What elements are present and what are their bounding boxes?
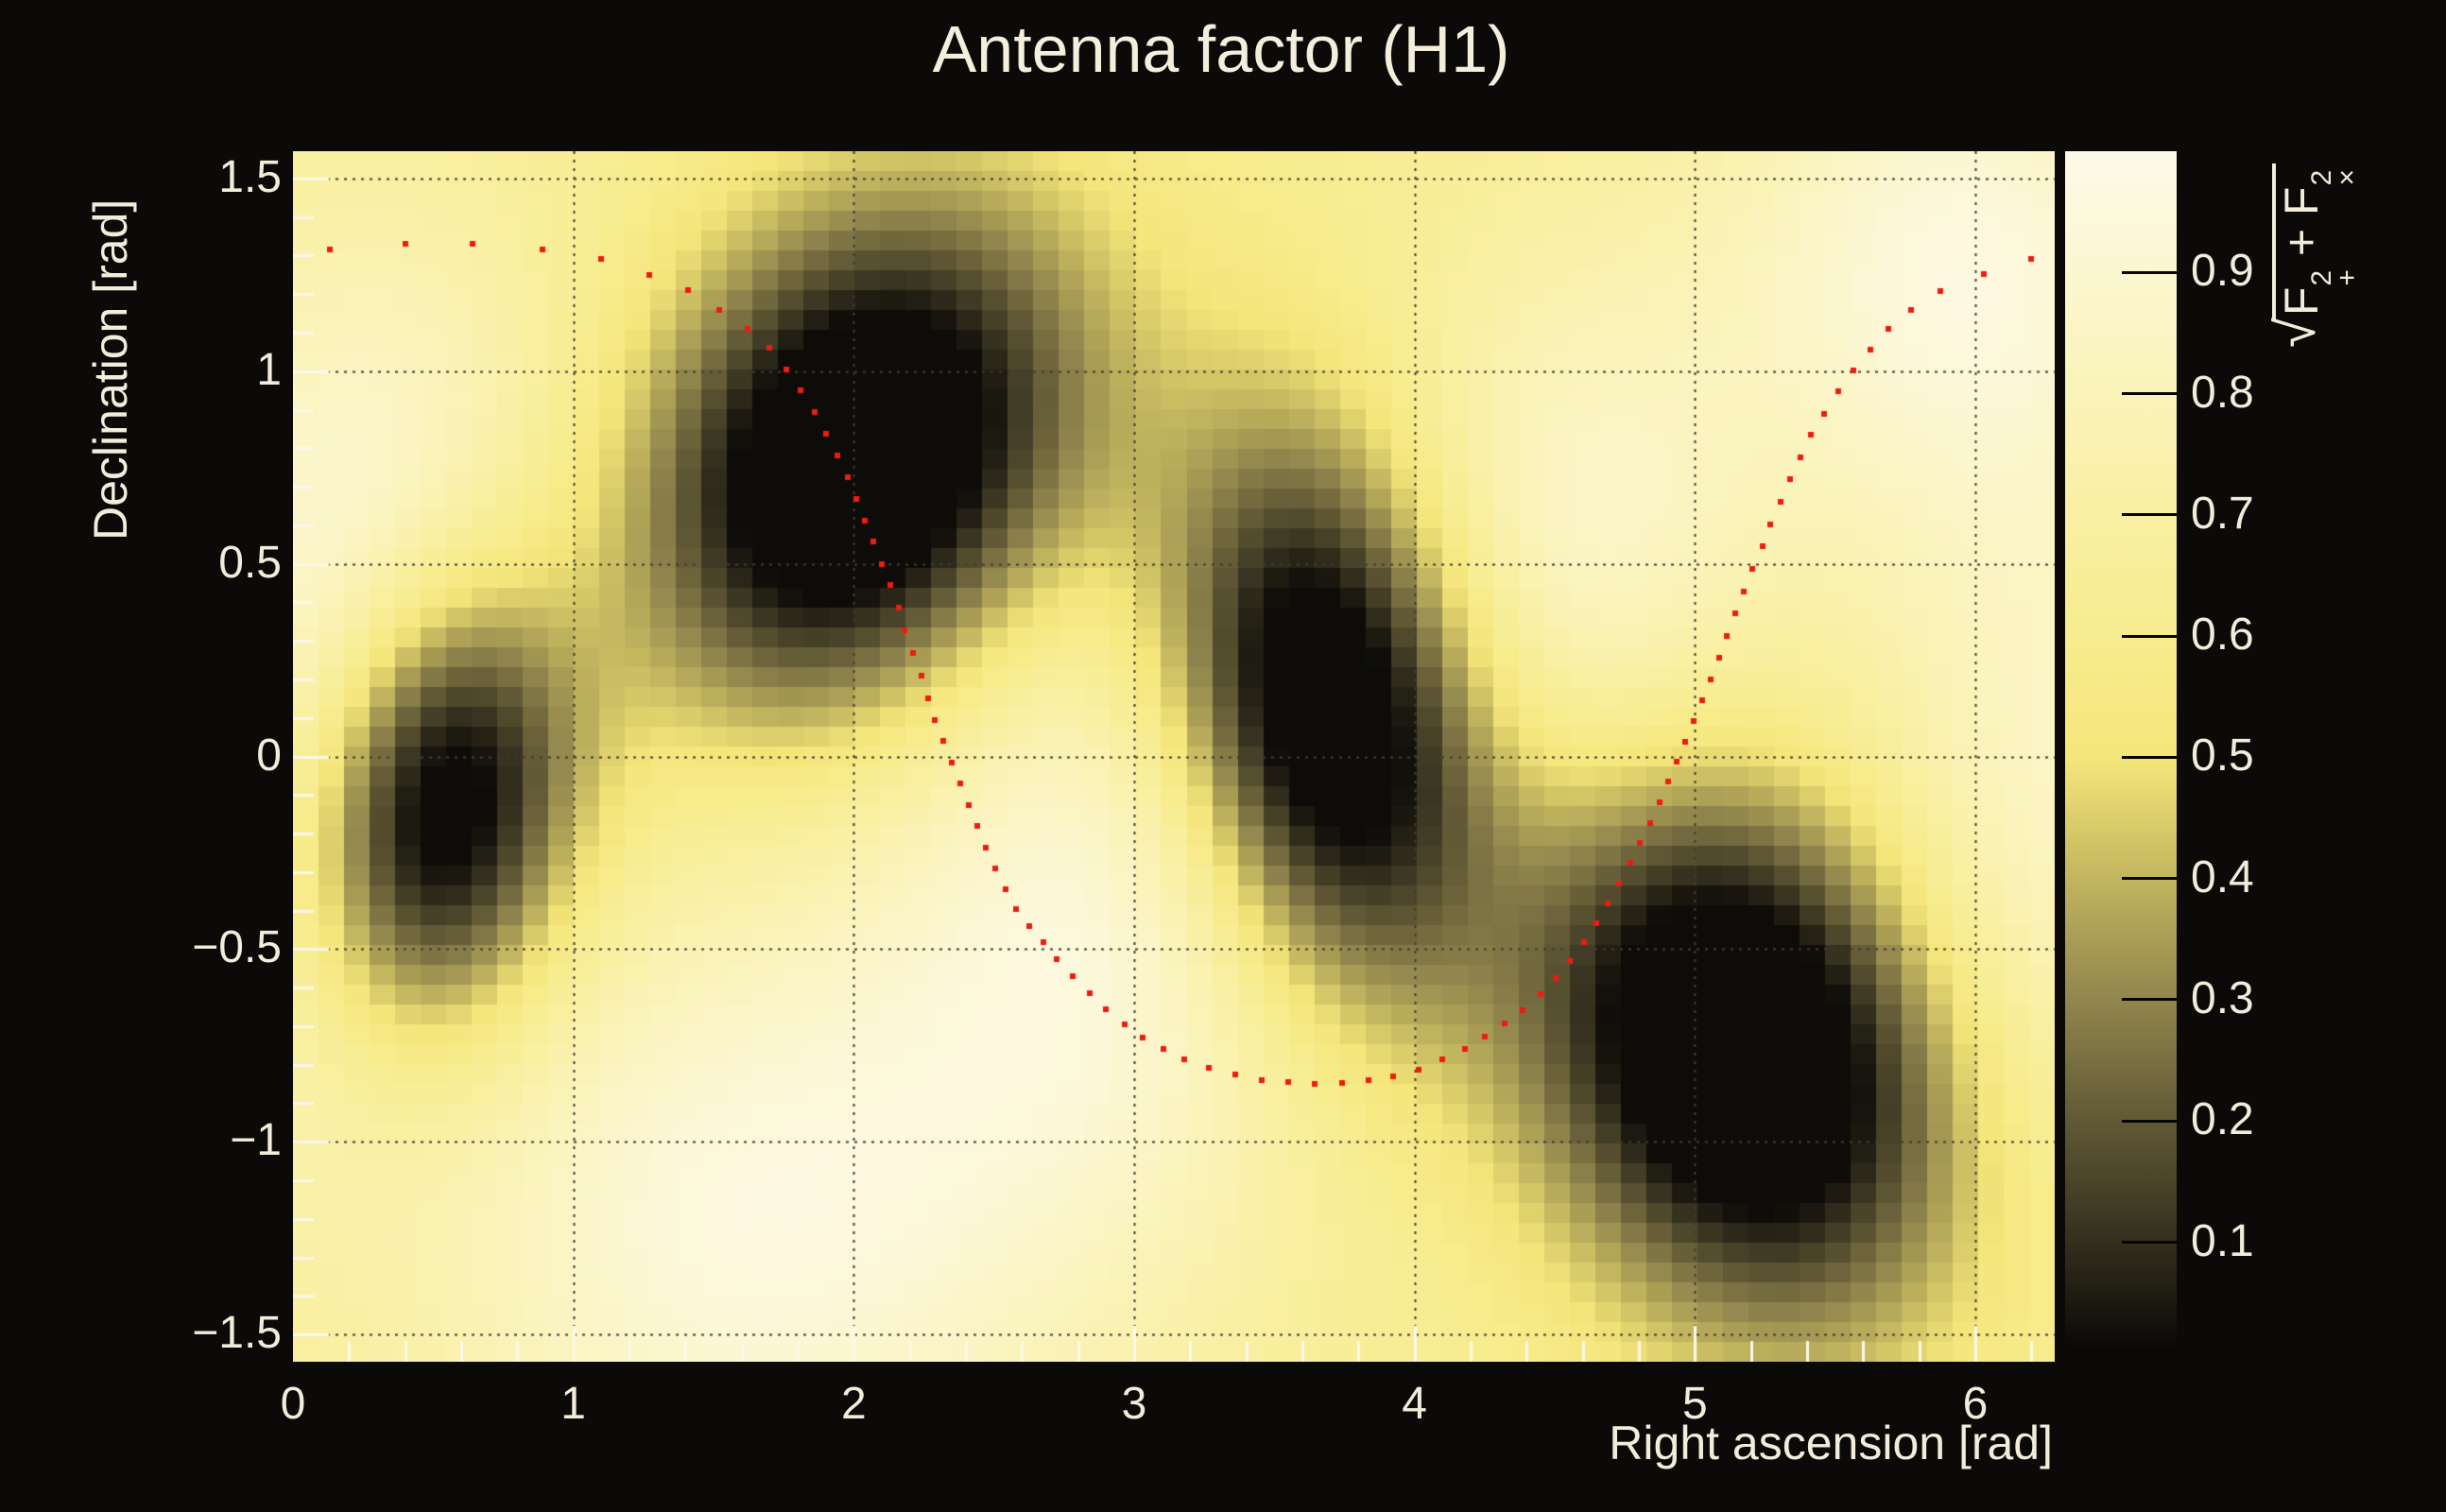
colorbar-tick: [2122, 513, 2177, 517]
colorbar-tick: [2122, 270, 2177, 274]
y-tick-label: 0.5: [218, 537, 282, 588]
colorbar-title-operator: +: [2275, 215, 2328, 270]
y-tick-label: 0: [256, 730, 282, 781]
y-tick-label: −1: [230, 1115, 282, 1166]
x-tick-label: 0: [280, 1379, 306, 1429]
x-tick-label: 5: [1681, 1379, 1708, 1429]
colorbar-tick: [2122, 634, 2177, 638]
colorbar-tick-label: 0.7: [2191, 488, 2254, 539]
colorbar-title: √ F 2 + + F 2 ×: [2265, 163, 2363, 348]
x-tick-label: 3: [1121, 1379, 1147, 1429]
colorbar-tick: [2122, 392, 2177, 396]
colorbar-tick: [2122, 1119, 2177, 1123]
y-tick-label: −1.5: [192, 1308, 282, 1359]
heatmap-canvas: [293, 151, 2055, 1362]
colorbar-tick: [2122, 1241, 2177, 1245]
x-tick-label: 2: [840, 1379, 867, 1429]
y-tick-label: 1: [256, 344, 282, 395]
y-tick-label: 1.5: [218, 151, 282, 202]
colorbar-tick: [2122, 755, 2177, 759]
chart-title: Antenna factor (H1): [932, 12, 1510, 86]
colorbar-tick: [2122, 998, 2177, 1002]
colorbar-title-term: F 2 ×: [2275, 169, 2363, 216]
sqrt-radical-icon: √: [2265, 318, 2327, 348]
colorbar-tick-label: 0.4: [2191, 851, 2254, 902]
colorbar-tick-label: 0.8: [2191, 367, 2254, 418]
colorbar-tick-label: 0.2: [2191, 1094, 2254, 1145]
y-tick-label: −0.5: [192, 922, 282, 973]
colorbar-title-expression: F 2 + + F 2 ×: [2272, 163, 2363, 320]
x-axis-title: Right ascension [rad]: [1609, 1417, 2053, 1469]
colorbar-tick-label: 0.3: [2191, 972, 2254, 1023]
x-tick-label: 4: [1402, 1379, 1427, 1429]
colorbar-tick-label: 0.5: [2191, 730, 2254, 782]
x-tick-label: 1: [560, 1379, 586, 1429]
colorbar-title-term: F 2 +: [2275, 269, 2363, 317]
colorbar-tick-label: 0.1: [2191, 1215, 2254, 1266]
colorbar-tick-label: 0.6: [2191, 610, 2254, 661]
colorbar-gradient: [2065, 151, 2177, 1351]
colorbar-tick: [2122, 877, 2177, 881]
colorbar-tick-label: 0.9: [2191, 246, 2254, 297]
x-tick-label: 6: [1962, 1379, 1989, 1429]
